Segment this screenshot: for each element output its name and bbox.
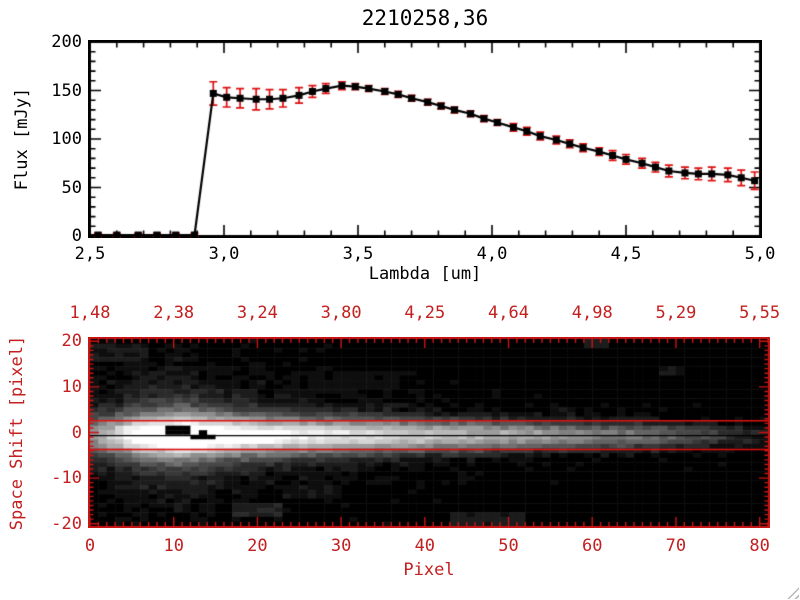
flux-y-tick-label: 200 (51, 32, 82, 52)
flux-spectrum-plot (88, 40, 762, 238)
flux-y-tick-label: 100 (51, 129, 82, 149)
lambda-x-tick-label: 2,5 (74, 244, 106, 264)
wavelength-top-tick-label: 5,55 (739, 303, 781, 323)
space-shift-y-tick-label: -20 (51, 513, 82, 534)
page-title: 2210258,36 (361, 6, 489, 30)
lambda-x-tick-label: 4,0 (476, 244, 508, 264)
pixel-x-tick-label: 0 (84, 536, 96, 556)
pixel-x-tick-label: 30 (330, 536, 352, 556)
space-shift-y-tick-label: 20 (61, 331, 82, 352)
pixel-x-tick-label: 50 (498, 536, 519, 556)
wavelength-top-tick-label: 2,38 (153, 303, 195, 323)
space-shift-axis-label: Space Shift [pixel] (7, 335, 27, 531)
pixel-x-tick-label: 80 (749, 536, 770, 556)
lambda-x-tick-label: 3,0 (208, 244, 240, 264)
flux-y-tick-label: 150 (51, 80, 82, 101)
lambda-x-tick-label: 5,0 (744, 244, 776, 264)
lambda-x-tick-label: 3,5 (342, 244, 374, 264)
pixel-x-tick-label: 40 (414, 536, 436, 556)
wavelength-top-tick-label: 3,24 (236, 303, 278, 323)
wavelength-top-tick-label: 4,25 (404, 303, 446, 323)
lambda-x-tick-label: 4,5 (610, 244, 642, 264)
window-resize-grip[interactable] (782, 582, 799, 599)
space-shift-y-tick-label: 0 (71, 422, 82, 443)
flux-axis-label: Flux [mJy] (12, 87, 32, 191)
wavelength-top-tick-label: 4,64 (488, 303, 529, 323)
pixel-x-tick-label: 20 (247, 536, 268, 556)
wavelength-top-tick-label: 5,29 (655, 303, 697, 323)
wavelength-top-tick-label: 3,80 (320, 303, 362, 323)
pixel-axis-label: Pixel (403, 560, 455, 580)
pixel-x-tick-label: 70 (665, 536, 687, 556)
lambda-axis-label: Lambda [um] (368, 264, 482, 284)
space-shift-y-tick-label: 10 (61, 376, 82, 397)
spectral-image-plot (88, 337, 770, 528)
pixel-x-tick-label: 10 (163, 536, 184, 556)
pixel-x-tick-label: 60 (581, 536, 603, 556)
space-shift-y-tick-label: -10 (51, 468, 82, 489)
wavelength-top-tick-label: 4,98 (571, 303, 613, 323)
flux-y-tick-label: 50 (61, 177, 82, 198)
wavelength-top-tick-label: 1,48 (69, 303, 111, 323)
flux-y-tick-label: 0 (71, 226, 82, 246)
